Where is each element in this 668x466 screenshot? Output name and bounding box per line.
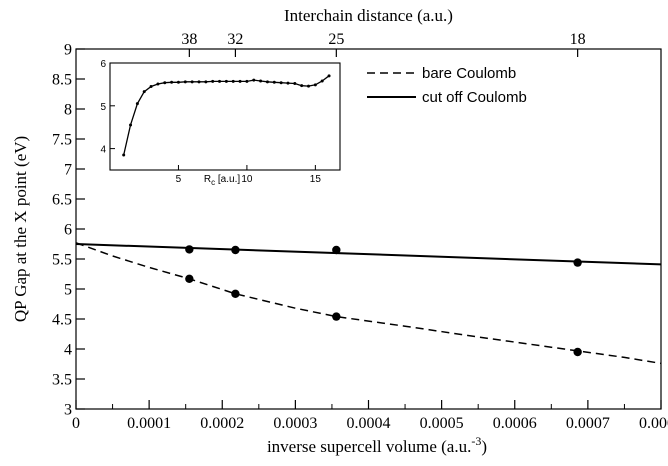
inset-data-point [313, 83, 317, 87]
y-tick-label: 7.5 [52, 132, 72, 149]
inset-data-point [197, 80, 201, 84]
x-tick-label: 0.0002 [200, 415, 244, 432]
x-tick-label: 0.0005 [420, 415, 464, 432]
x-axis-label: inverse supercell volume (a.u.-3) [267, 434, 487, 456]
inset-data-point [245, 79, 249, 83]
y-tick-label: 6 [64, 222, 72, 239]
inset-x-tick-label: 10 [241, 174, 253, 185]
x-axis-label-close: ) [481, 437, 487, 456]
x-tick-label: 0 [72, 415, 80, 432]
y-tick-label: 4.5 [52, 312, 72, 329]
y-tick-label: 3 [64, 402, 72, 419]
data-point [231, 245, 240, 255]
top-axis-label: Interchain distance (a.u.) [284, 6, 453, 25]
inset-y-tick-label: 6 [100, 59, 106, 70]
inset-data-point [279, 81, 283, 85]
inset-data-point [170, 80, 174, 84]
y-tick-label: 7 [64, 162, 72, 179]
x-tick-label: 0.0003 [273, 415, 317, 432]
data-point [231, 289, 240, 298]
data-point [573, 347, 582, 357]
x-tick-label: 0.0007 [566, 415, 610, 432]
inset-data-point [293, 82, 297, 86]
series-line-cut-off-coulomb [75, 243, 662, 266]
inset-x-axis-label: Rc [a.u.] [204, 174, 240, 187]
x-tick-label: 0.0006 [493, 415, 537, 432]
inset-data-point [327, 74, 331, 78]
data-point [185, 274, 194, 283]
inset-data-point [224, 79, 228, 83]
y-tick-label: 6.5 [52, 192, 72, 209]
legend-label: bare Coulomb [422, 65, 516, 82]
x-tick-label: 0.0001 [127, 415, 171, 432]
inset-y-tick-label: 5 [100, 102, 106, 113]
inset-x-axis-label-sub: c [211, 178, 215, 187]
inset-y-tick-label: 4 [100, 145, 106, 156]
legend-label: cut off Coulomb [422, 89, 527, 106]
top-tick-label: 32 [227, 31, 243, 48]
data-point [185, 245, 194, 254]
inset-chart: 5 10 15 4 5 6 Rc [a.u.] [100, 59, 341, 187]
inset-frame [109, 62, 341, 171]
x-axis-label-text: inverse supercell volume (a.u. [267, 437, 471, 456]
y-tick-label: 3.5 [52, 372, 72, 389]
y-tick-label: 9 [64, 42, 72, 59]
y-tick-label: 8 [64, 102, 72, 119]
inset-data-point [204, 80, 208, 84]
inset-data-point [320, 79, 324, 83]
inset-x-tick-label: 15 [310, 174, 322, 185]
inset-data-point [176, 80, 180, 84]
inset-x-axis-label-text: R [204, 174, 211, 185]
inset-data-point [286, 81, 290, 85]
y-tick-label: 5.5 [52, 252, 72, 269]
x-tick-label: 0.0004 [347, 415, 391, 432]
inset-data-point [190, 80, 194, 84]
series-line-bare-coulomb [75, 242, 662, 365]
inset-x-tick-label: 5 [176, 174, 182, 185]
inset-data-point [149, 85, 153, 89]
inset-data-point [252, 78, 256, 82]
x-axis-label-exponent: -3 [471, 434, 481, 448]
inset-data-point [135, 102, 139, 106]
inset-data-point [183, 80, 187, 84]
inset-data-point [163, 81, 167, 85]
data-point [332, 245, 341, 255]
inset-data-point [265, 80, 269, 84]
inset-data-point [259, 79, 263, 83]
y-axis-label: QP Gap at the X point (eV) [11, 136, 30, 322]
top-tick-label: 38 [181, 31, 197, 48]
inset-data-point [231, 79, 235, 83]
inset-data-point [307, 84, 311, 88]
inset-data-point [142, 90, 146, 94]
legend: bare Coulomb cut off Coulomb [367, 65, 527, 106]
top-tick-label: 18 [570, 31, 586, 48]
x-tick-label: 0.0008 [639, 415, 668, 432]
inset-data-point [122, 153, 126, 157]
data-point [332, 312, 341, 321]
inset-data-point [238, 79, 242, 83]
inset-data-point [272, 80, 276, 84]
inset-x-axis-label-unit: [a.u.] [215, 174, 240, 185]
data-point [573, 258, 582, 267]
inset-data-point [129, 123, 133, 127]
y-tick-label: 8.5 [52, 72, 72, 89]
inset-data-point [218, 79, 222, 83]
main-chart: 0 0.0001 0.0002 0.0003 0.0004 0.0005 0.0006 0.0… [11, 6, 668, 456]
top-tick-label: 25 [328, 31, 344, 48]
inset-data-point [156, 82, 160, 86]
y-tick-label: 4 [64, 342, 72, 359]
inset-data-point [211, 79, 215, 83]
y-tick-label: 5 [64, 282, 72, 299]
inset-data-point [300, 84, 304, 88]
